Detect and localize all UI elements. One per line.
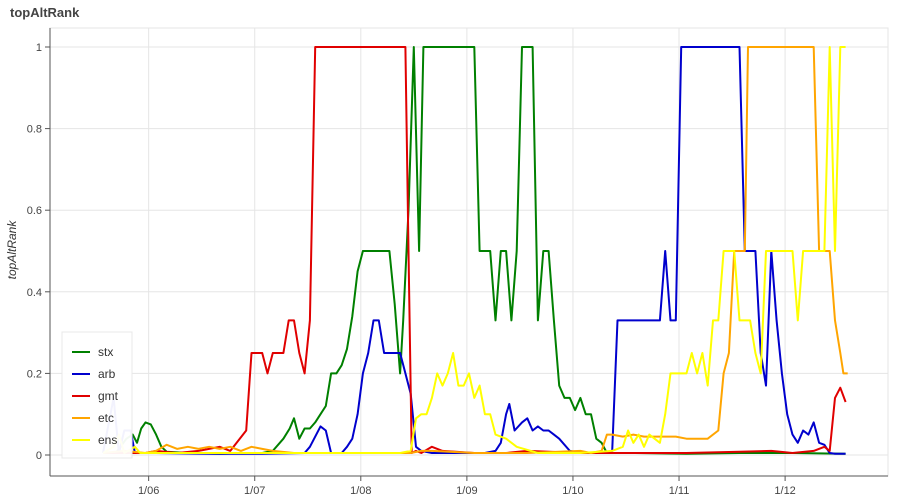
x-tick-label: 1/09 — [456, 485, 477, 497]
x-tick-label: 1/12 — [774, 485, 795, 497]
legend-label-stx: stx — [98, 345, 113, 359]
y-tick-label: 0.2 — [27, 368, 42, 380]
x-tick-label: 1/11 — [669, 485, 690, 497]
series-line-ens — [102, 46, 846, 454]
x-tick-label: 1/08 — [350, 485, 371, 497]
plot-area — [49, 27, 889, 477]
legend-label-arb: arb — [98, 367, 116, 381]
y-tick-label: 0.6 — [27, 205, 42, 217]
y-tick-label: 1 — [36, 42, 42, 54]
legend-label-ens: ens — [98, 433, 117, 447]
axes: 0 0.2 0.4 0.6 0.8 1 1/06 1/07 1/08 1/09 1/10 1/11 1/… — [27, 28, 888, 497]
y-axis-title: topAltRank — [5, 220, 19, 280]
legend: stx arb gmt etc ens — [61, 331, 133, 459]
series-lines — [102, 46, 848, 455]
y-tick-label: 0.4 — [27, 287, 42, 299]
legend-label-etc: etc — [98, 411, 114, 425]
y-tick-label: 0.8 — [27, 124, 42, 136]
x-tick-label: 1/07 — [244, 485, 265, 497]
x-tick-label: 1/06 — [138, 485, 159, 497]
series-line-etc — [102, 46, 848, 454]
chart-title: topAltRank — [10, 5, 80, 20]
legend-label-gmt: gmt — [98, 389, 119, 403]
series-line-gmt — [103, 46, 847, 454]
y-tick-label: 0 — [36, 450, 42, 462]
grid — [49, 27, 889, 477]
x-tick-label: 1/10 — [562, 485, 583, 497]
